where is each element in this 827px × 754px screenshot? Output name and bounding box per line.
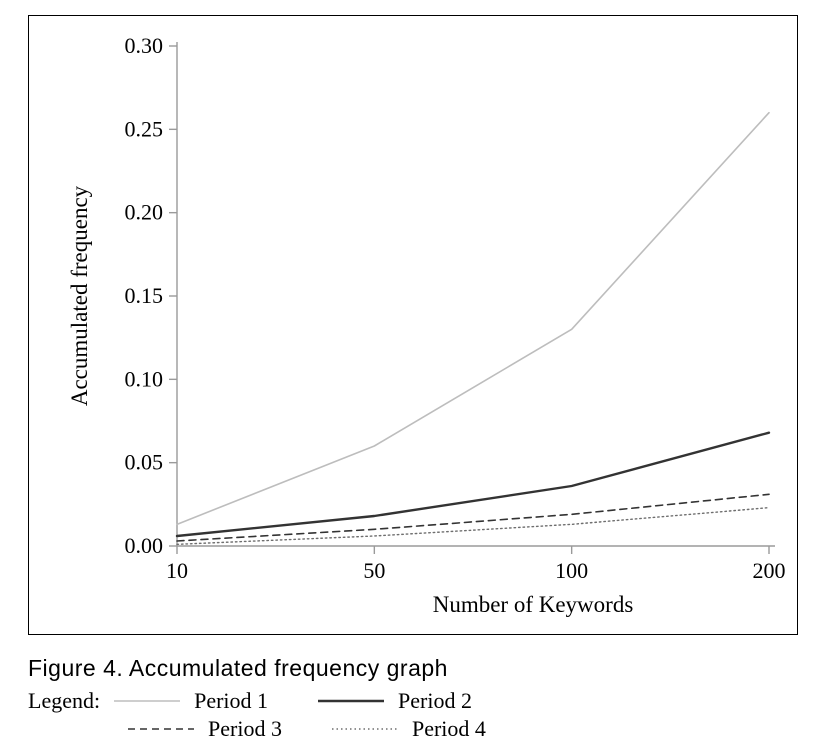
svg-text:50: 50 [363,558,385,583]
svg-text:100: 100 [555,558,588,583]
svg-text:0.30: 0.30 [125,33,164,58]
svg-text:0.10: 0.10 [125,366,164,391]
legend-item-period2: Period 2 [398,688,472,714]
legend-row-2: Period 3 Period 4 [126,716,798,742]
svg-text:10: 10 [166,558,188,583]
legend-swatch-period3 [126,719,196,739]
legend-prefix: Legend: [28,688,100,714]
legend-item-period4: Period 4 [412,716,486,742]
svg-text:0.00: 0.00 [125,533,164,558]
svg-text:0.25: 0.25 [125,116,164,141]
caption-area: Figure 4. Accumulated frequency graph Le… [28,655,798,742]
legend-swatch-period4 [330,719,400,739]
figure-container: { "chart": { "type": "line", "title": ""… [0,0,827,754]
legend-item-period3: Period 3 [208,716,282,742]
svg-text:Accumulated frequency: Accumulated frequency [67,185,92,406]
legend-swatch-period2 [316,691,386,711]
svg-text:0.05: 0.05 [125,450,164,475]
legend-row-1: Legend: Period 1 Period 2 [28,688,798,714]
figure-caption: Figure 4. Accumulated frequency graph [28,655,798,682]
legend-item-period1: Period 1 [194,688,268,714]
legend-swatch-period1 [112,691,182,711]
svg-text:0.15: 0.15 [125,283,164,308]
svg-text:0.20: 0.20 [125,200,164,225]
chart-frame: 0.00 0.05 0.10 0.15 0.20 0.25 0.30 10 50 100 200 Nu… [28,15,798,635]
chart-svg: 0.00 0.05 0.10 0.15 0.20 0.25 0.30 10 50 100 200 Nu… [29,16,795,632]
svg-text:Number of Keywords: Number of Keywords [433,592,634,617]
svg-text:200: 200 [753,558,786,583]
